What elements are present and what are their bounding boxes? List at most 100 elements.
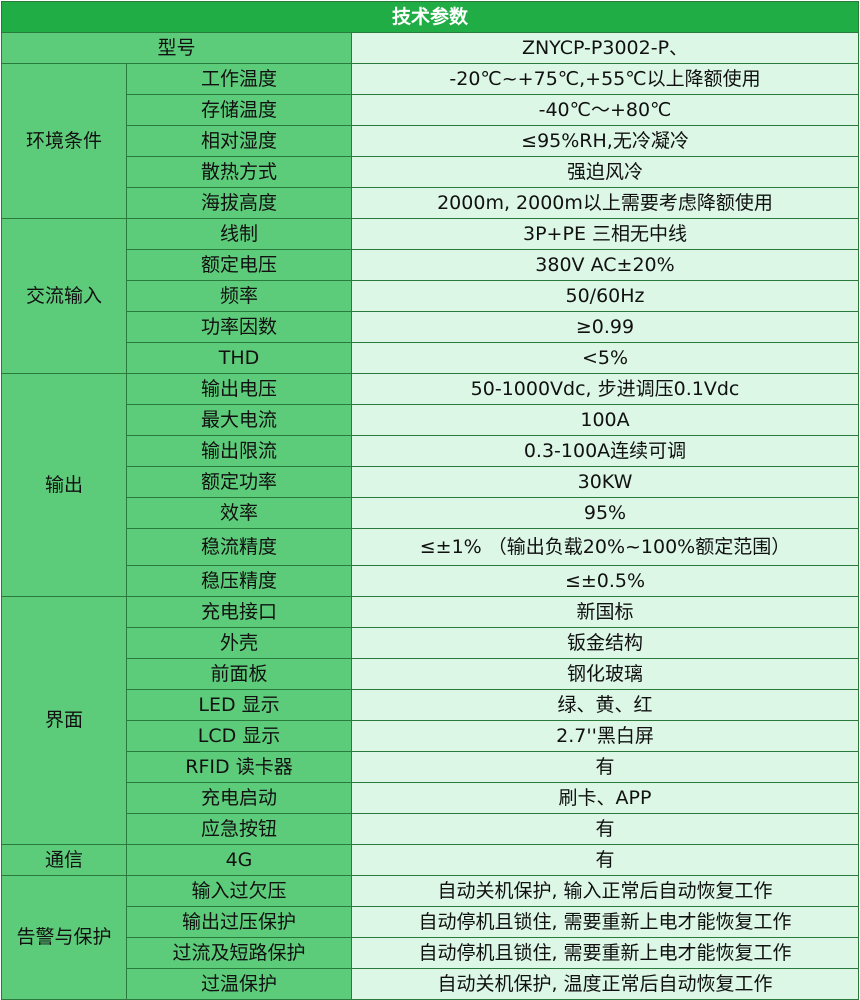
param-label: 充电启动: [126, 782, 352, 814]
param-label: LED 显示: [126, 689, 352, 721]
param-value: 钣金结构: [351, 627, 859, 659]
param-label: 前面板: [126, 658, 352, 690]
table-row: 最大电流 100A: [2, 404, 859, 436]
param-value: 自动关机保护, 温度正常后自动恢复工作: [351, 968, 859, 1000]
param-label: 输出限流: [126, 435, 352, 467]
param-value: 强迫风冷: [351, 156, 859, 188]
param-value: -20℃~+75℃,+55℃以上降额使用: [351, 63, 859, 95]
table-row: 额定功率 30KW: [2, 466, 859, 498]
table-row: 通信 4G 有: [1, 844, 859, 876]
param-value: 95%: [351, 497, 859, 529]
param-value: <5%: [351, 342, 859, 374]
param-label: 稳流精度: [126, 528, 352, 566]
param-label: LCD 显示: [126, 720, 352, 752]
param-value: 自动停机且锁住, 需要重新上电才能恢复工作: [351, 937, 859, 969]
table-row: 稳流精度 ≤±1% （输出负载20%~100%额定范围）: [2, 528, 859, 566]
param-value: 钢化玻璃: [351, 658, 859, 690]
category-interface: 界面: [1, 596, 127, 845]
table-row: RFID 读卡器 有: [2, 751, 859, 783]
param-value: 有: [351, 751, 859, 783]
table-row: 应急按钮 有: [2, 813, 859, 845]
table-row: 频率 50/60Hz: [2, 280, 859, 312]
param-label: 散热方式: [126, 156, 352, 188]
param-value: 绿、黄、红: [351, 689, 859, 721]
param-label: 额定功率: [126, 466, 352, 498]
param-label: 充电接口: [126, 596, 352, 628]
model-label: 型号: [1, 32, 352, 64]
table-row: 告警与保护 输入过欠压 自动关机保护, 输入正常后自动恢复工作: [1, 875, 859, 1000]
param-value: 0.3-100A连续可调: [351, 435, 859, 467]
param-label: RFID 读卡器: [126, 751, 352, 783]
param-label: 频率: [126, 280, 352, 312]
table-row: 界面 充电接口 新国标: [1, 596, 859, 845]
table-row: 功率因数 ≥0.99: [2, 311, 859, 343]
table-row: 前面板 钢化玻璃: [2, 658, 859, 690]
param-value: 100A: [351, 404, 859, 436]
param-value: 刷卡、APP: [351, 782, 859, 814]
category-protection: 告警与保护: [1, 875, 127, 1000]
param-label: 应急按钮: [126, 813, 352, 845]
param-value: ≤±0.5%: [351, 565, 859, 597]
param-label: 输出电压: [126, 373, 352, 405]
param-label: 效率: [126, 497, 352, 529]
param-label: 输入过欠压: [126, 875, 352, 907]
table-row: 相对湿度 ≤95%RH,无冷凝冷: [2, 125, 859, 157]
table-row: LED 显示 绿、黄、红: [2, 689, 859, 721]
param-label: 功率因数: [126, 311, 352, 343]
param-value: 50-1000Vdc, 步进调压0.1Vdc: [351, 373, 859, 405]
param-value: 新国标: [351, 596, 859, 628]
category-environment: 环境条件: [1, 63, 127, 219]
param-label: 过流及短路保护: [126, 937, 352, 969]
table-row: 效率 95%: [2, 497, 859, 529]
param-label: 最大电流: [126, 404, 352, 436]
param-label: 工作温度: [126, 63, 352, 95]
model-row: 型号 ZNYCP-P3002-P、: [1, 32, 859, 64]
param-value: 2.7''黑白屏: [351, 720, 859, 752]
table-row: 输出过压保护 自动停机且锁住, 需要重新上电才能恢复工作: [2, 906, 859, 938]
param-value: 50/60Hz: [351, 280, 859, 312]
table-row: 存储温度 -40℃～+80℃: [2, 94, 859, 126]
table-row: THD <5%: [2, 342, 859, 374]
model-value: ZNYCP-P3002-P、: [351, 32, 859, 64]
param-label: 4G: [126, 844, 352, 876]
param-label: THD: [126, 342, 352, 374]
table-row: 稳压精度 ≤±0.5%: [2, 565, 859, 597]
param-label: 线制: [126, 218, 352, 250]
table-row: 过流及短路保护 自动停机且锁住, 需要重新上电才能恢复工作: [2, 937, 859, 969]
table-row: 海拔高度 2000m, 2000m以上需要考虑降额使用: [2, 187, 859, 219]
table-row: 额定电压 380V AC±20%: [2, 249, 859, 281]
table-row: 充电启动 刷卡、APP: [2, 782, 859, 814]
param-value: 3P+PE 三相无中线: [351, 218, 859, 250]
param-value: 有: [351, 813, 859, 845]
param-value: 自动停机且锁住, 需要重新上电才能恢复工作: [351, 906, 859, 938]
param-label: 过温保护: [126, 968, 352, 1000]
param-label: 外壳: [126, 627, 352, 659]
param-value: ≤95%RH,无冷凝冷: [351, 125, 859, 157]
param-value: ≤±1% （输出负载20%~100%额定范围）: [351, 528, 859, 566]
param-label: 输出过压保护: [126, 906, 352, 938]
param-value: -40℃～+80℃: [351, 94, 859, 126]
table-row: 外壳 钣金结构: [2, 627, 859, 659]
param-label: 相对湿度: [126, 125, 352, 157]
param-label: 存储温度: [126, 94, 352, 126]
table-row: 环境条件 工作温度 -20℃~+75℃,+55℃以上降额使用: [1, 63, 859, 219]
table-row: LCD 显示 2.7''黑白屏: [2, 720, 859, 752]
category-communication: 通信: [1, 844, 127, 876]
title-row: 技术参数: [1, 1, 859, 33]
param-value: 30KW: [351, 466, 859, 498]
param-label: 海拔高度: [126, 187, 352, 219]
table-row: 交流输入 线制 3P+PE 三相无中线: [1, 218, 859, 374]
category-ac-input: 交流输入: [1, 218, 127, 374]
param-label: 稳压精度: [126, 565, 352, 597]
table-row: 散热方式 强迫风冷: [2, 156, 859, 188]
param-value: 380V AC±20%: [351, 249, 859, 281]
param-label: 额定电压: [126, 249, 352, 281]
param-value: 自动关机保护, 输入正常后自动恢复工作: [351, 875, 859, 907]
table-title: 技术参数: [1, 1, 859, 33]
param-value: ≥0.99: [351, 311, 859, 343]
table-row: 输出 输出电压 50-1000Vdc, 步进调压0.1Vdc: [1, 373, 859, 597]
table-row: 过温保护 自动关机保护, 温度正常后自动恢复工作: [2, 968, 859, 1000]
category-output: 输出: [1, 373, 127, 597]
param-value: 有: [351, 844, 859, 876]
table-row: 输出限流 0.3-100A连续可调: [2, 435, 859, 467]
